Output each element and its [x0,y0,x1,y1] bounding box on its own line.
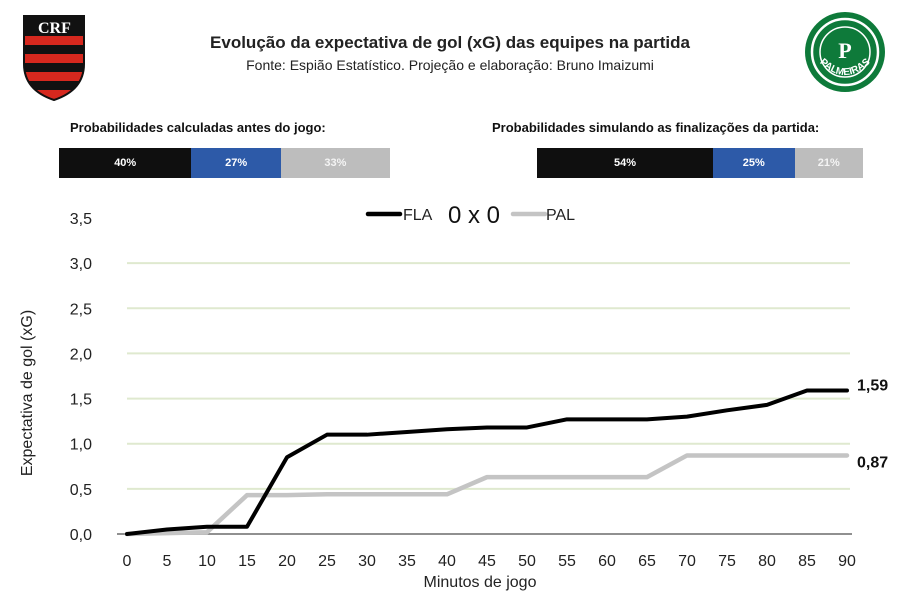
pre-match-prob-segment-1: 27% [191,148,281,178]
legend-label-pal: PAL [546,207,575,224]
x-tick-label-14: 70 [678,553,696,570]
pre-match-prob-segment-0: 40% [59,148,192,178]
simulated-probability-bar: 54% 25% 21% [537,148,863,178]
pre-match-probabilities-label: Probabilidades calculadas antes do jogo: [70,120,326,135]
chart-title: Evolução da expectativa de gol (xG) das … [210,33,690,52]
simulated-prob-segment-0: 54% [537,148,714,178]
y-tick-label-4: 2,0 [70,346,92,363]
y-axis-label: Expectativa de gol (xG) [19,309,36,477]
x-tick-label-3: 15 [238,553,256,570]
x-tick-label-17: 85 [798,553,816,570]
score-label: 0 x 0 [448,202,500,229]
x-tick-label-1: 5 [163,553,172,570]
simulated-prob-segment-2: 21% [794,148,863,178]
y-tick-label-6: 3,0 [70,256,92,273]
y-tick-label-1: 0,5 [70,482,92,499]
x-tick-label-2: 10 [198,553,216,570]
x-axis-label: Minutos de jogo [424,574,537,591]
x-tick-label-12: 60 [598,553,616,570]
x-tick-label-10: 50 [518,553,536,570]
series-line-fla [125,388,849,536]
end-label-fla: 1,59 [857,377,888,394]
x-tick-label-8: 40 [438,553,456,570]
y-tick-label-5: 2,5 [70,301,92,318]
flamengo-logo: CRF [23,15,85,102]
x-tick-label-9: 45 [478,553,496,570]
pre-match-probability-bar: 40% 27% 33% [59,148,391,178]
x-tick-label-13: 65 [638,553,656,570]
y-tick-label-3: 1,5 [70,392,92,409]
x-tick-label-5: 25 [318,553,336,570]
y-tick-label-7: 3,5 [70,211,92,228]
simulated-prob-segment-1: 25% [713,148,795,178]
y-tick-label-0: 0,0 [70,527,92,544]
x-tick-label-16: 80 [758,553,776,570]
x-tick-label-15: 75 [718,553,736,570]
end-label-pal: 0,87 [857,454,888,471]
simulated-probabilities-label: Probabilidades simulando as finalizações… [492,120,820,135]
x-tick-label-6: 30 [358,553,376,570]
palmeiras-logo: PALMEIRAS P [805,12,885,92]
x-tick-label-11: 55 [558,553,576,570]
y-tick-label-2: 1,0 [70,437,92,454]
series-line-pal [124,453,850,537]
chart-subtitle: Fonte: Espião Estatístico. Projeção e el… [246,57,654,73]
y-axis-label-box: Expectativa de gol (xG) [12,258,44,528]
pre-match-prob-segment-2: 33% [280,148,391,178]
legend-label-fla: FLA [403,207,433,224]
x-tick-label-18: 90 [838,553,856,570]
x-tick-label-7: 35 [398,553,416,570]
x-tick-label-4: 20 [278,553,296,570]
svg-text:CRF: CRF [38,20,71,37]
svg-text:P: P [838,38,851,63]
x-tick-label-0: 0 [123,553,132,570]
